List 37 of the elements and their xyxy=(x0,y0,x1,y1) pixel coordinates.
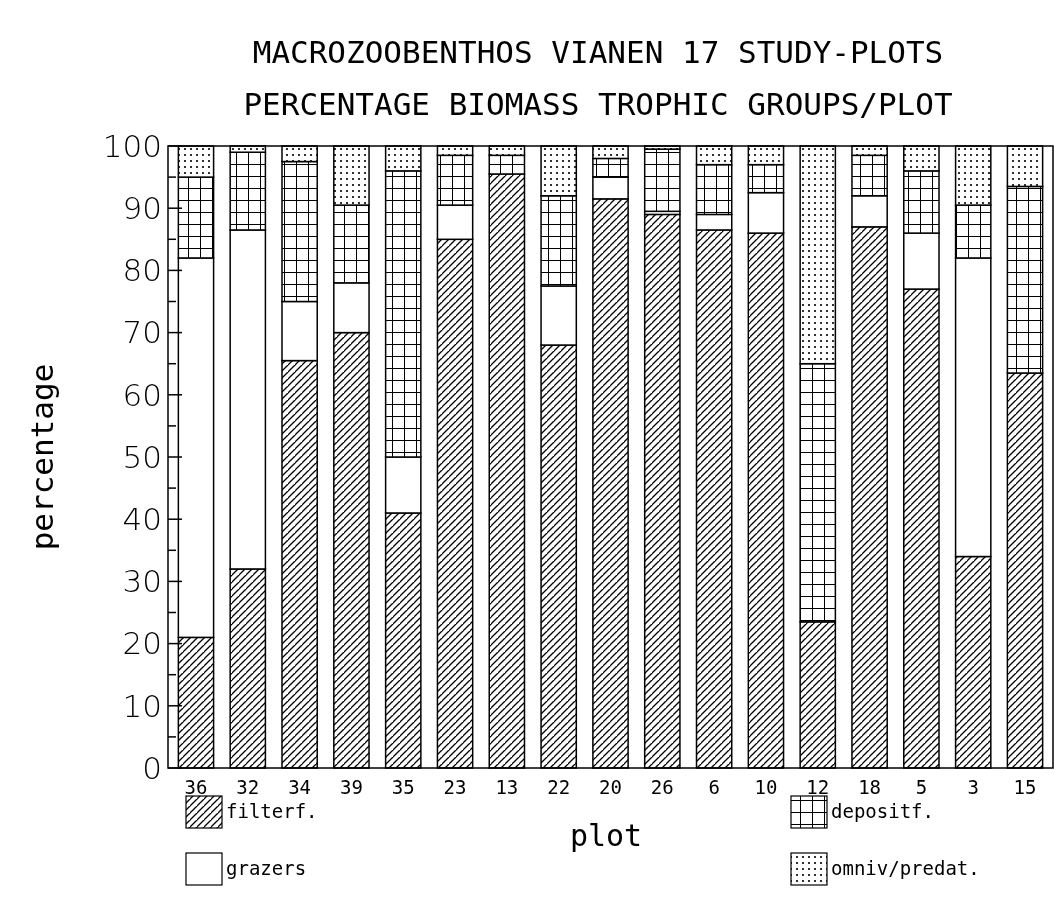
x-tick-label: 6 xyxy=(708,776,720,798)
x-tick-label: 15 xyxy=(1013,776,1037,798)
legend-label: filterf. xyxy=(226,800,318,822)
y-tick-label: 20 xyxy=(122,625,162,662)
chart-subtitle: PERCENTAGE BIOMASS TROPHIC GROUPS/PLOT xyxy=(243,86,953,122)
x-tick-label: 20 xyxy=(599,776,622,798)
x-tick-label: 32 xyxy=(236,776,260,798)
x-tick-label: 18 xyxy=(858,776,882,798)
y-tick-label: 70 xyxy=(122,314,162,351)
x-tick-label: 36 xyxy=(184,776,208,798)
x-tick-label: 22 xyxy=(547,776,571,798)
x-tick-label: 13 xyxy=(495,776,519,798)
y-tick-label: 100 xyxy=(102,127,162,164)
x-axis-title: plot xyxy=(569,818,643,853)
x-tick-label: 12 xyxy=(806,776,830,798)
x-tick-label: 23 xyxy=(443,776,467,798)
x-tick-label: 26 xyxy=(650,776,674,798)
x-tick-label: 10 xyxy=(754,776,778,798)
y-axis-title: percentage xyxy=(24,363,60,551)
y-tick-label: 60 xyxy=(122,376,162,413)
x-tick-label: 35 xyxy=(391,776,415,798)
x-tick-label: 3 xyxy=(967,776,979,798)
legend-label: depositf. xyxy=(831,800,934,822)
legend-label: omniv/predat. xyxy=(831,857,980,879)
y-tick-label: 90 xyxy=(122,190,162,227)
legend-label: grazers xyxy=(226,857,307,879)
y-tick-label: 0 xyxy=(142,749,162,786)
chart-title: MACROZOOBENTHOS VIANEN 17 STUDY-PLOTS xyxy=(252,34,944,70)
bar xyxy=(643,148,681,213)
x-tick-label: 5 xyxy=(915,776,928,798)
y-tick-label: 50 xyxy=(122,438,162,475)
y-tick-label: 10 xyxy=(122,687,162,724)
y-tick-label: 40 xyxy=(122,501,162,538)
x-tick-label: 34 xyxy=(288,776,312,798)
y-tick-label: 30 xyxy=(122,563,162,600)
y-tick-label: 80 xyxy=(122,252,162,289)
x-tick-label: 39 xyxy=(339,776,363,798)
